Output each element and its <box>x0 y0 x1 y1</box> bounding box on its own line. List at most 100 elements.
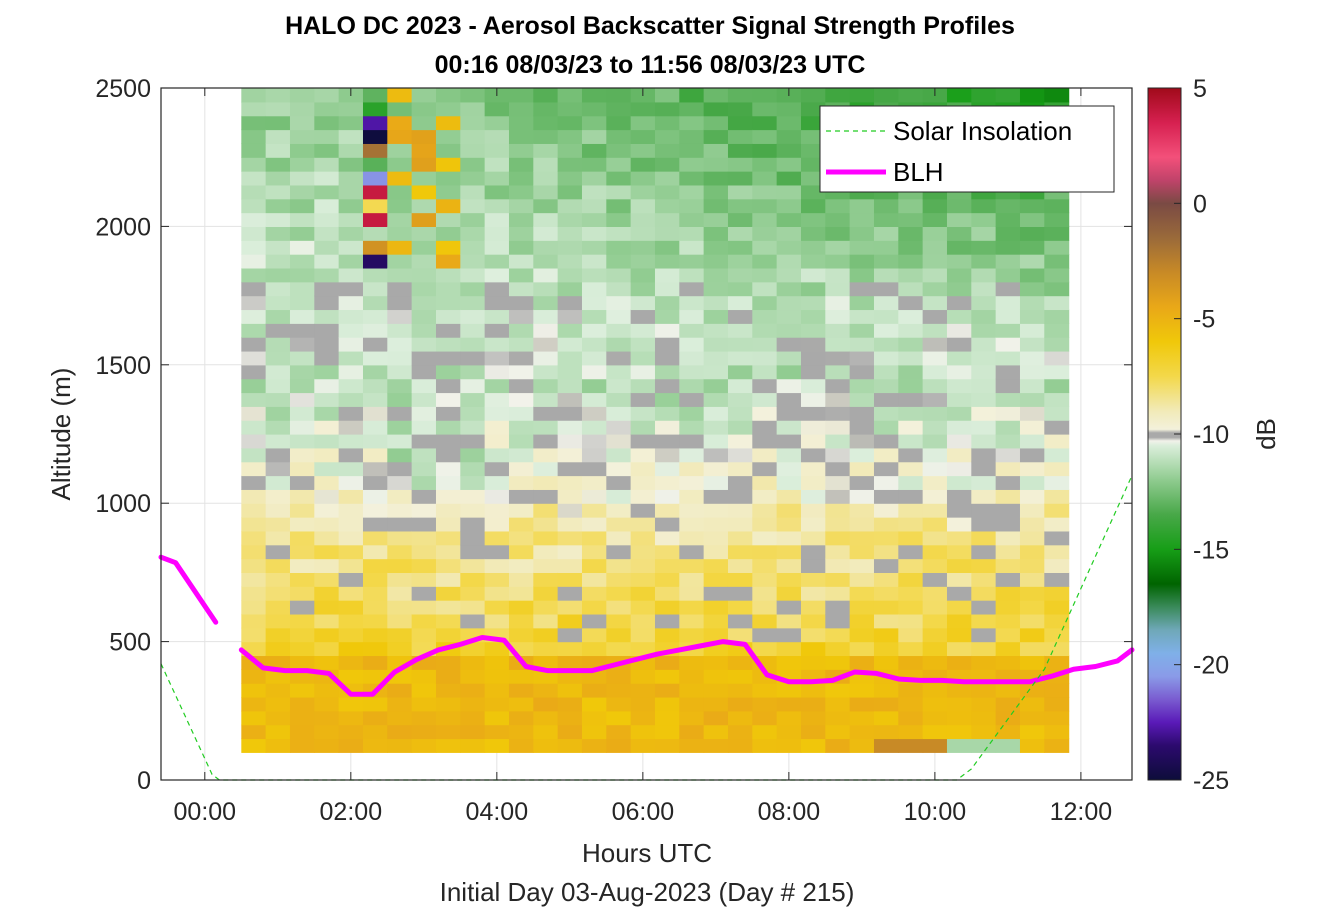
heatmap-cell <box>776 129 802 144</box>
heatmap-cell <box>557 627 583 643</box>
heatmap-cell <box>460 171 486 186</box>
heatmap-cell <box>387 613 413 629</box>
heatmap-cell <box>727 281 753 297</box>
heatmap-cell <box>581 724 607 740</box>
heatmap-cell <box>241 544 267 560</box>
heatmap-cell <box>898 489 924 504</box>
heatmap-cell <box>776 323 802 338</box>
heatmap-cell <box>800 406 826 421</box>
heatmap-cell <box>460 434 486 449</box>
heatmap-cell <box>387 212 413 227</box>
heatmap-cell <box>727 489 753 504</box>
heatmap-cell <box>241 600 267 615</box>
heatmap-cell <box>873 88 899 103</box>
heatmap-cell <box>338 586 364 601</box>
heatmap-cell <box>484 475 510 490</box>
heatmap-cell <box>800 392 826 407</box>
heatmap-cell <box>1019 198 1045 214</box>
heatmap-cell <box>338 157 364 172</box>
heatmap-cell <box>289 517 315 532</box>
heatmap-cell <box>873 517 899 532</box>
heatmap-cell <box>362 655 388 670</box>
heatmap-cell <box>387 461 413 477</box>
heatmap-cell <box>654 350 680 366</box>
heatmap-cell <box>752 392 778 407</box>
heatmap-cell <box>435 406 461 421</box>
heatmap-cell <box>873 350 899 366</box>
heatmap-cell <box>435 447 461 463</box>
heatmap-cell <box>314 350 340 366</box>
heatmap-cell <box>752 88 778 103</box>
heatmap-cell <box>727 738 753 753</box>
heatmap-cell <box>946 627 972 643</box>
heatmap-cell <box>752 489 778 504</box>
heatmap-cell <box>508 572 534 587</box>
heatmap-cell <box>362 669 388 684</box>
heatmap-cell <box>727 364 753 380</box>
heatmap-cell <box>679 627 705 643</box>
heatmap-cell <box>533 420 559 435</box>
heatmap-cell <box>703 226 729 241</box>
heatmap-cell <box>679 558 705 573</box>
heatmap-cell <box>752 696 778 712</box>
heatmap-cell <box>873 364 899 380</box>
heatmap-cell <box>825 281 851 297</box>
heatmap-cell <box>654 143 680 158</box>
heatmap-cell <box>435 738 461 753</box>
heatmap-cell <box>703 295 729 311</box>
heatmap-cell <box>703 240 729 255</box>
heatmap-cell <box>654 475 680 490</box>
heatmap-cell <box>508 489 534 504</box>
heatmap-cell <box>435 669 461 684</box>
heatmap-cell <box>703 157 729 172</box>
heatmap-cell <box>435 724 461 740</box>
heatmap-cell <box>703 683 729 698</box>
heatmap-cell <box>460 572 486 587</box>
heatmap-cell <box>995 572 1021 587</box>
heatmap-cell <box>387 558 413 573</box>
heatmap-cell <box>338 434 364 449</box>
heatmap-cell <box>752 447 778 463</box>
heatmap-cell <box>557 738 583 753</box>
heatmap-cell <box>703 586 729 601</box>
heatmap-cell <box>825 544 851 560</box>
heatmap-cell <box>484 295 510 311</box>
heatmap-cell <box>752 337 778 352</box>
heatmap-cell <box>265 600 291 615</box>
heatmap-cell <box>825 434 851 449</box>
heatmap-cell <box>1044 281 1070 297</box>
heatmap-cell <box>898 461 924 477</box>
heatmap-cell <box>654 461 680 477</box>
heatmap-cell <box>995 364 1021 380</box>
heatmap-cell <box>581 696 607 712</box>
heatmap-cell <box>873 406 899 421</box>
heatmap-cell <box>654 309 680 324</box>
heatmap-cell <box>460 669 486 684</box>
heatmap-cell <box>971 281 997 297</box>
heatmap-cell <box>508 517 534 532</box>
heatmap-cell <box>946 434 972 449</box>
heatmap-cell <box>387 143 413 158</box>
heatmap-cell <box>1044 724 1070 740</box>
heatmap-cell <box>995 655 1021 670</box>
heatmap-cell <box>654 364 680 380</box>
heatmap-cell <box>800 613 826 629</box>
heatmap-cell <box>606 475 632 490</box>
heatmap-cell <box>265 143 291 158</box>
heatmap-cell <box>362 586 388 601</box>
heatmap-cell <box>654 613 680 629</box>
heatmap-cell <box>630 530 656 546</box>
heatmap-cell <box>338 669 364 684</box>
heatmap-cell <box>727 517 753 532</box>
heatmap-cell <box>654 696 680 712</box>
heatmap-cell <box>776 683 802 698</box>
heatmap-cell <box>800 710 826 726</box>
heatmap-cell <box>995 517 1021 532</box>
heatmap-cell <box>460 281 486 297</box>
heatmap-cell <box>314 323 340 338</box>
heatmap-cell <box>557 157 583 172</box>
heatmap-cell <box>630 544 656 560</box>
heatmap-cell <box>752 101 778 117</box>
heatmap-cell <box>338 406 364 421</box>
x-tick-label: 00:00 <box>174 798 237 826</box>
